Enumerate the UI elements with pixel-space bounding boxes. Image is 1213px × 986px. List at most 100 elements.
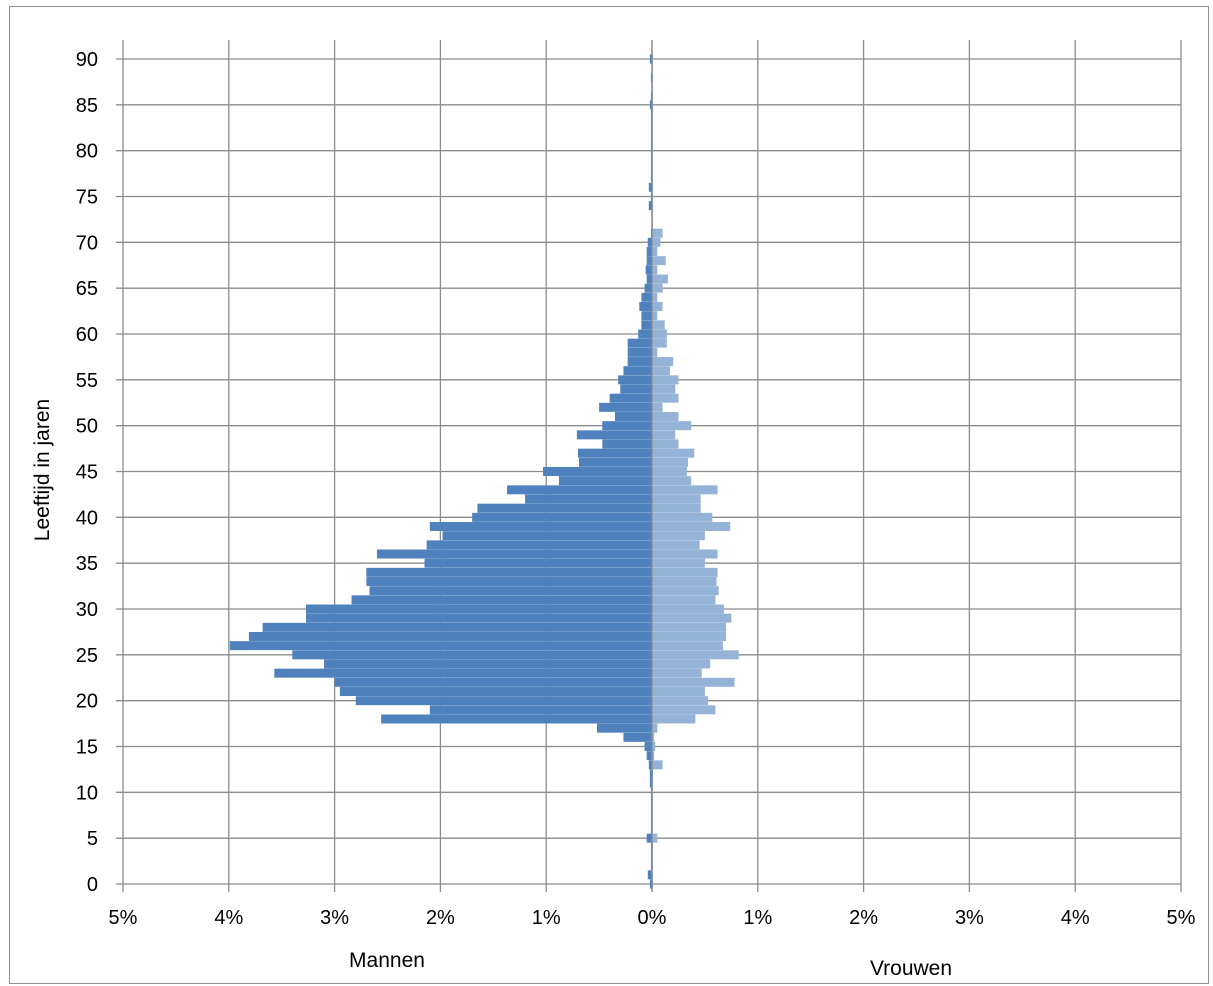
bar-vrouwen-age-57 xyxy=(652,357,674,366)
bar-vrouwen-age-40 xyxy=(652,512,713,522)
bar-mannen-age-16 xyxy=(623,732,652,742)
bar-mannen-age-31 xyxy=(351,595,652,605)
bar-vrouwen-age-13 xyxy=(652,760,663,770)
bar-mannen-age-63 xyxy=(639,302,652,311)
bar-vrouwen-age-68 xyxy=(652,256,666,266)
x-tick-label: 2% xyxy=(426,907,455,929)
bar-mannen-age-74 xyxy=(648,201,652,211)
bar-vrouwen-age-28 xyxy=(652,622,727,632)
y-tick-label: 25 xyxy=(76,645,98,667)
bar-mannen-age-64 xyxy=(641,292,652,302)
bar-vrouwen-age-24 xyxy=(652,659,711,669)
x-tick-label: 2% xyxy=(849,907,878,929)
x-tick-label: 5% xyxy=(109,907,138,929)
bar-vrouwen-age-46 xyxy=(652,457,688,467)
y-tick-label: 10 xyxy=(76,782,98,804)
bar-mannen-age-0 xyxy=(649,879,652,889)
bar-vrouwen-age-59 xyxy=(652,338,667,348)
bar-mannen-age-41 xyxy=(477,503,652,513)
bar-mannen-age-19 xyxy=(429,705,652,715)
bar-mannen-age-66 xyxy=(646,274,652,284)
bar-vrouwen-age-49 xyxy=(652,430,676,440)
bar-vrouwen-age-61 xyxy=(652,320,665,330)
bar-mannen-age-70 xyxy=(647,237,652,247)
bar-vrouwen-age-66 xyxy=(652,274,668,284)
y-tick-label: 0 xyxy=(87,874,98,896)
y-axis-title: Leeftijd in jaren xyxy=(31,399,54,541)
bar-vrouwen-age-23 xyxy=(652,668,702,678)
bar-mannen-age-21 xyxy=(339,687,652,696)
y-tick-label: 30 xyxy=(76,599,98,621)
bar-mannen-age-47 xyxy=(577,448,652,458)
bar-vrouwen-age-67 xyxy=(652,265,658,275)
bar-vrouwen-age-53 xyxy=(652,393,679,403)
x-tick-label: 3% xyxy=(955,907,984,929)
y-tick-label: 45 xyxy=(76,462,98,484)
bar-vrouwen-age-31 xyxy=(652,595,716,605)
bar-mannen-age-5 xyxy=(646,833,652,843)
bar-vrouwen-age-55 xyxy=(652,375,679,385)
bar-mannen-age-48 xyxy=(602,439,652,449)
bar-mannen-age-44 xyxy=(558,476,652,486)
x-tick-label: 3% xyxy=(320,907,349,929)
bar-mannen-age-69 xyxy=(646,247,652,256)
bar-vrouwen-age-58 xyxy=(652,347,658,357)
bar-mannen-age-34 xyxy=(366,567,652,577)
bar-mannen-age-40 xyxy=(472,512,652,522)
y-tick-label: 55 xyxy=(76,370,98,392)
y-tick-label: 75 xyxy=(76,187,98,209)
y-tick-label: 70 xyxy=(76,232,98,254)
x-axis-title-mannen: Mannen xyxy=(349,949,425,972)
bar-mannen-age-49 xyxy=(576,430,652,440)
bar-vrouwen-age-45 xyxy=(652,467,687,476)
bar-mannen-age-57 xyxy=(627,357,652,366)
bar-mannen-age-1 xyxy=(647,870,652,880)
bar-vrouwen-age-71 xyxy=(652,228,663,238)
bar-vrouwen-age-27 xyxy=(652,632,727,641)
y-tick-label: 60 xyxy=(76,324,98,346)
bar-mannen-age-68 xyxy=(646,256,652,266)
bar-mannen-age-13 xyxy=(648,760,652,770)
bar-vrouwen-age-14 xyxy=(652,751,655,761)
bar-mannen-age-85 xyxy=(649,100,652,110)
bar-vrouwen-age-39 xyxy=(652,522,731,531)
bar-vrouwen-age-32 xyxy=(652,586,719,596)
bar-vrouwen-age-38 xyxy=(652,531,705,541)
bar-mannen-age-65 xyxy=(644,283,652,293)
bar-mannen-age-28 xyxy=(262,622,652,632)
y-tick-label: 85 xyxy=(76,95,98,117)
bar-mannen-age-23 xyxy=(274,668,652,678)
bar-mannen-age-29 xyxy=(306,613,652,623)
bar-vrouwen-age-17 xyxy=(652,723,658,733)
bar-mannen-age-15 xyxy=(644,742,652,751)
bar-mannen-age-11 xyxy=(649,778,652,788)
bar-mannen-age-90 xyxy=(649,54,652,64)
x-tick-label: 1% xyxy=(743,907,772,929)
bar-vrouwen-age-36 xyxy=(652,549,718,559)
bar-mannen-age-37 xyxy=(426,540,652,550)
bar-mannen-age-36 xyxy=(376,549,652,559)
bar-vrouwen-age-20 xyxy=(652,696,709,706)
bar-vrouwen-age-33 xyxy=(652,577,717,586)
bar-mannen-age-35 xyxy=(424,558,652,568)
bar-mannen-age-60 xyxy=(638,329,652,339)
bar-vrouwen-age-18 xyxy=(652,714,696,724)
bar-vrouwen-age-37 xyxy=(652,540,700,550)
bar-vrouwen-age-35 xyxy=(652,558,705,568)
x-tick-label: 4% xyxy=(214,907,243,929)
bar-mannen-age-53 xyxy=(609,393,652,403)
bar-vrouwen-age-43 xyxy=(652,485,718,495)
bar-vrouwen-age-63 xyxy=(652,302,663,311)
y-tick-label: 15 xyxy=(76,737,98,759)
bar-mannen-age-51 xyxy=(614,412,652,421)
bar-mannen-age-56 xyxy=(623,366,652,376)
bar-vrouwen-age-52 xyxy=(652,402,663,412)
bar-mannen-age-30 xyxy=(306,604,652,614)
bar-vrouwen-age-21 xyxy=(652,687,705,696)
bar-mannen-age-22 xyxy=(334,677,652,687)
bar-vrouwen-age-5 xyxy=(652,833,658,843)
bar-vrouwen-age-16 xyxy=(652,732,655,742)
bar-vrouwen-age-54 xyxy=(652,384,676,394)
bar-vrouwen-age-15 xyxy=(652,742,656,751)
bar-mannen-age-14 xyxy=(646,751,652,761)
